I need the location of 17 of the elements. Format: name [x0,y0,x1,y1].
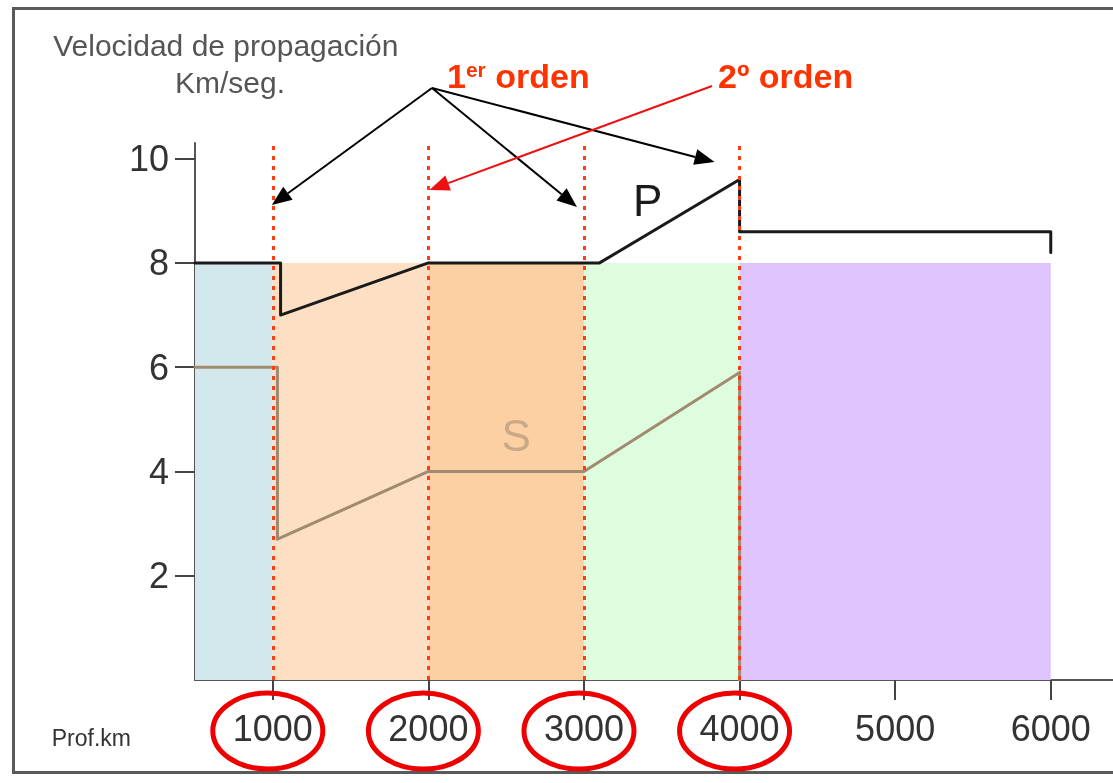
x-tick-label: 3000 [543,707,625,749]
text: 2º orden [718,57,854,95]
text: 1$^{er}$ orden [447,57,590,95]
line-series [193,178,1053,317]
y-axis-title: Velocidad de propagación Km/seg. [53,29,407,99]
y-tick-label: 8 [148,242,169,284]
x-tick-label: 1000 [232,707,313,749]
x-tick-label: 4000 [699,707,780,749]
x-tick-label: 2000 [388,707,469,749]
x-axis-title: Prof.km [51,724,131,751]
y-tick-label: 2 [148,555,169,597]
x-tick-label: 5000 [855,707,936,749]
y-tick-label: 10 [128,138,169,180]
series-label: P [632,175,663,225]
x-tick-label: 6000 [1010,707,1091,749]
y-tick-label: 4 [148,450,169,492]
y-tick-label: 6 [148,346,169,388]
